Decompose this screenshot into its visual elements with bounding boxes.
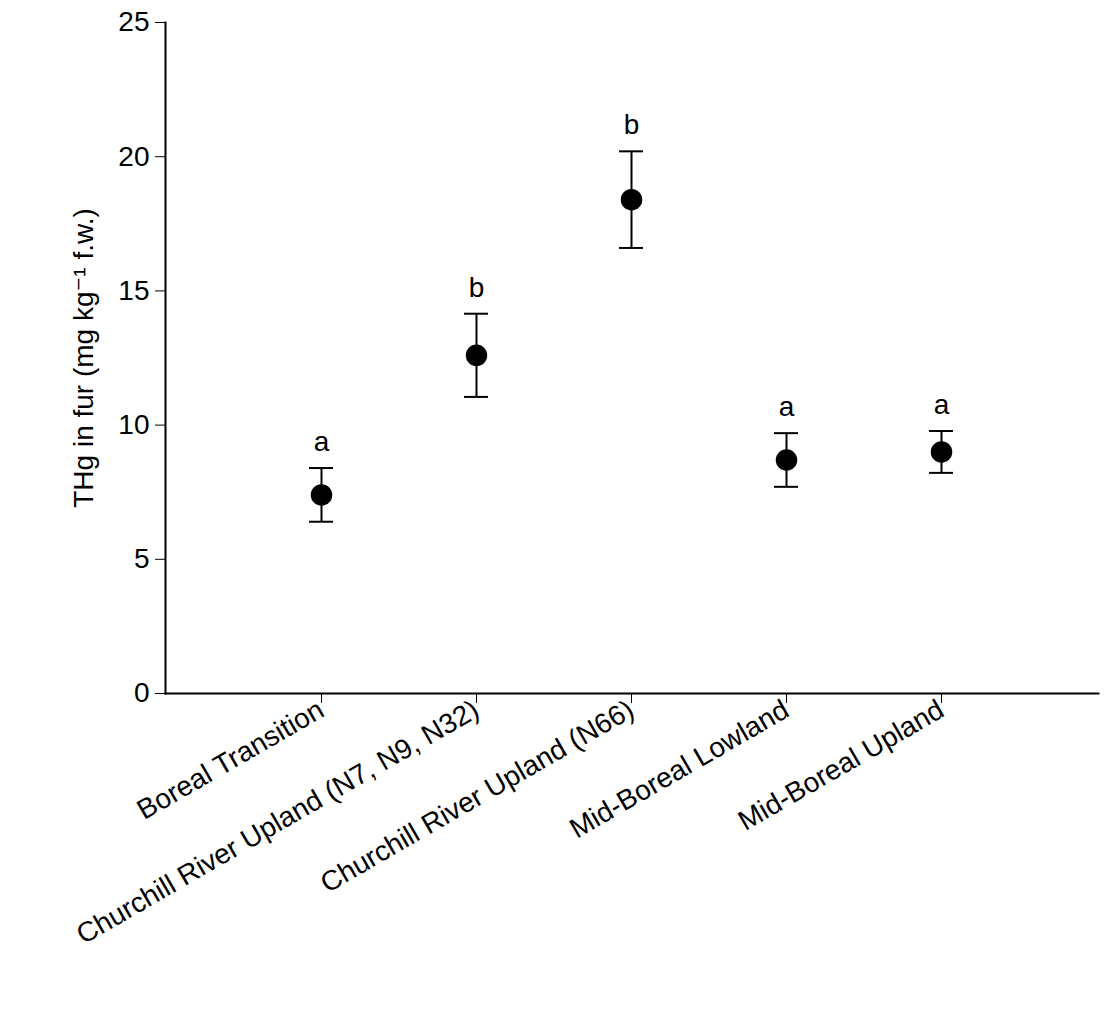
svg-text:Boreal Transition: Boreal Transition xyxy=(131,693,329,826)
svg-text:15: 15 xyxy=(118,275,149,306)
svg-text:Mid-Boreal Upland: Mid-Boreal Upland xyxy=(733,694,949,837)
svg-text:20: 20 xyxy=(118,141,149,172)
svg-text:a: a xyxy=(314,426,330,457)
svg-text:Churchill River Upland (N66): Churchill River Upland (N66) xyxy=(315,694,639,899)
svg-text:10: 10 xyxy=(118,409,149,440)
svg-text:a: a xyxy=(779,391,795,422)
svg-text:25: 25 xyxy=(118,6,149,37)
svg-text:THg in fur (mg kg⁻¹ f.w.): THg in fur (mg kg⁻¹ f.w.) xyxy=(68,208,99,508)
svg-text:Churchill River Upland (N7, N9: Churchill River Upland (N7, N9, N32) xyxy=(70,693,484,950)
svg-text:5: 5 xyxy=(134,543,150,574)
svg-text:a: a xyxy=(934,389,950,420)
svg-text:b: b xyxy=(624,109,640,140)
svg-text:Mid-Boreal Lowland: Mid-Boreal Lowland xyxy=(564,693,794,845)
svg-text:0: 0 xyxy=(134,677,150,708)
svg-text:b: b xyxy=(469,272,485,303)
